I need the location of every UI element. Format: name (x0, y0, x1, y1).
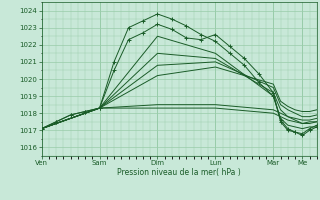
X-axis label: Pression niveau de la mer( hPa ): Pression niveau de la mer( hPa ) (117, 168, 241, 177)
